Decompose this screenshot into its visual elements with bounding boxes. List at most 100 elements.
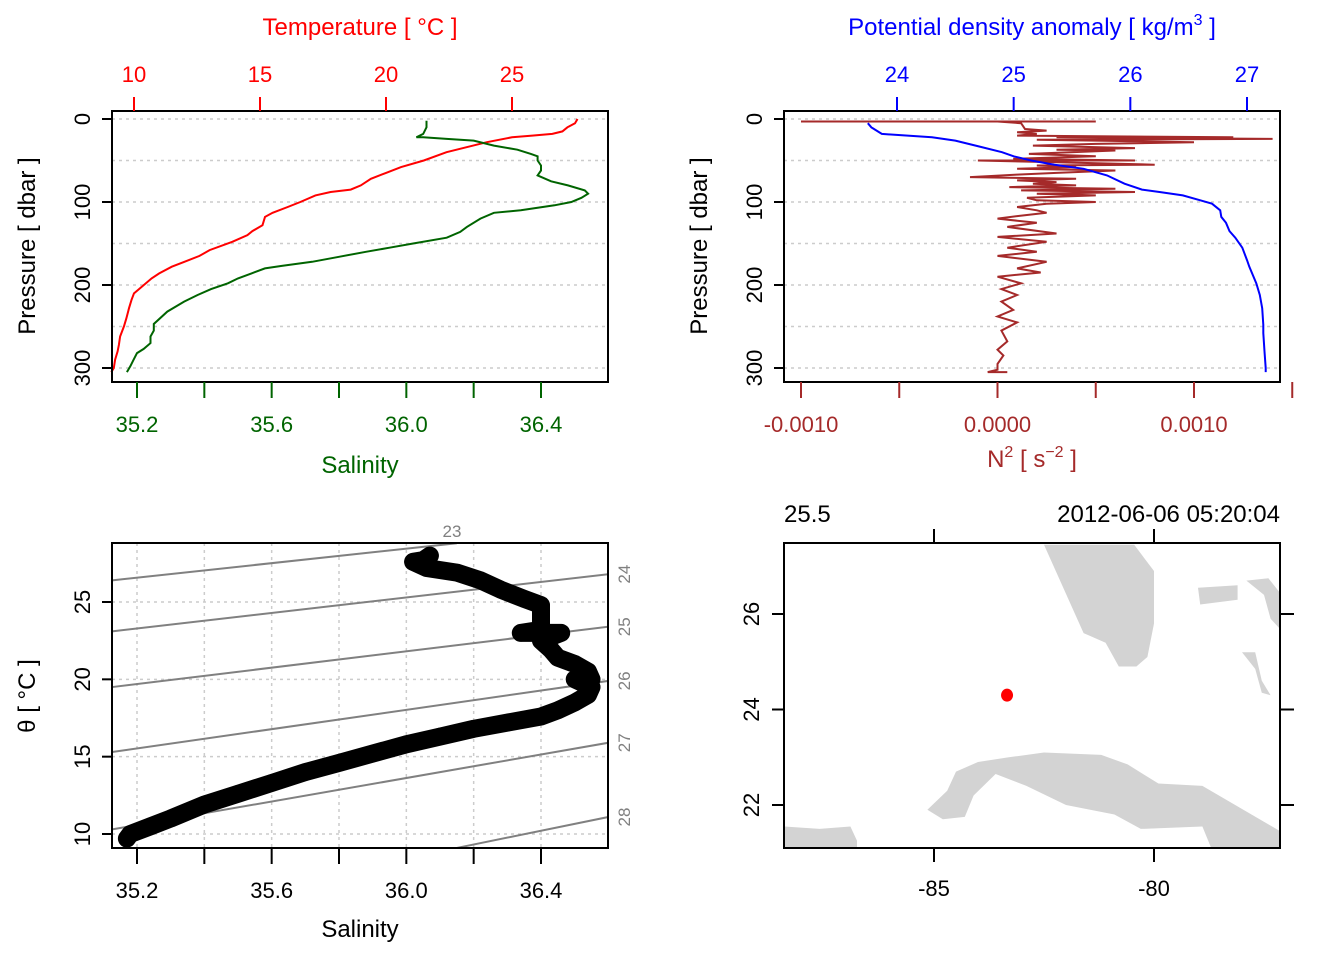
- ts-point: [363, 744, 382, 763]
- theta-tick-label: 20: [70, 667, 95, 691]
- plot-frame: [111, 110, 609, 383]
- salinity-tick-label: 36.0: [385, 878, 428, 903]
- salinity-axis-label: Salinity: [321, 452, 398, 479]
- ts-point: [229, 785, 247, 803]
- ts-point: [330, 754, 348, 772]
- ts-point: [498, 713, 517, 732]
- panel-temperature-salinity-profile: 0 100 200 300 10 15 20 25 35.2 35.6 36.0 36.4 Tem…: [14, 14, 609, 479]
- theta-axis-label: θ [ °C ]: [14, 659, 41, 733]
- density-tick-label: 26: [1118, 62, 1142, 87]
- ts-point: [532, 608, 550, 627]
- latitude-tick-label: 26: [739, 602, 764, 626]
- n2-tick-label: 0.0000: [964, 412, 1031, 437]
- y-tick-label: 100: [70, 184, 95, 221]
- ts-point: [552, 624, 570, 642]
- latitude-tick-label: 22: [739, 793, 764, 817]
- profile-series: [110, 118, 590, 373]
- theta-tick-label: 10: [70, 822, 95, 846]
- pressure-axis-label: Pressure [ dbar ]: [14, 157, 41, 334]
- ts-point: [262, 774, 281, 792]
- salinity-tick-label: 35.2: [116, 878, 159, 903]
- profile-series: [801, 120, 1273, 374]
- n2-label-unit: [ s: [1013, 446, 1045, 473]
- land-polygons: [784, 544, 1280, 848]
- pressure-axis: 0 100 200 300: [742, 113, 784, 386]
- ts-point: [464, 720, 483, 738]
- salinity-axis: 35.2 35.6 36.0 36.4: [116, 382, 562, 437]
- n2-label-end: ]: [1064, 446, 1077, 473]
- ts-point: [532, 707, 550, 726]
- theta-tick-label: 15: [70, 744, 95, 768]
- plot-frame: [783, 542, 1281, 849]
- density-label-end: ]: [1203, 14, 1216, 41]
- ts-point: [579, 686, 597, 704]
- ts-point: [118, 829, 136, 848]
- station-marker: [1001, 688, 1014, 702]
- isopycnal-label: 25: [615, 617, 634, 636]
- isopycnal-line: [112, 573, 608, 633]
- y-tick-label: 200: [742, 267, 767, 304]
- n2-axis: -0.0010 0.0000 0.0010: [764, 382, 1294, 437]
- salinity-tick-label: 35.2: [116, 412, 159, 437]
- ts-point: [417, 559, 436, 577]
- ts-point: [471, 571, 490, 590]
- station-depth-label: 25.5: [784, 501, 831, 528]
- ts-point: [296, 763, 315, 781]
- theta-axis: 10 15 20 25: [70, 590, 112, 846]
- ts-point: [161, 809, 180, 828]
- salinity-axis-label: Salinity: [321, 916, 398, 943]
- land-polygon: [1242, 652, 1271, 696]
- density-line: [867, 122, 1267, 373]
- pressure-gridlines: [112, 118, 608, 369]
- ts-point: [397, 735, 416, 754]
- ts-point: [141, 817, 160, 836]
- latitude-tick-label: 24: [739, 697, 764, 721]
- temperature-axis-label: Temperature [ °C ]: [263, 14, 458, 41]
- ts-point: [195, 795, 214, 814]
- longitude-tick-label: -80: [1138, 876, 1170, 901]
- y-tick-label: 200: [70, 267, 95, 304]
- plot-frame: [111, 542, 609, 849]
- salinity-tick-label: 35.6: [250, 878, 293, 903]
- density-tick-label: 25: [1001, 62, 1025, 87]
- pressure-axis-label: Pressure [ dbar ]: [686, 157, 713, 334]
- n2-tick-label: 0.0010: [1160, 412, 1227, 437]
- longitude-tick-label: -85: [918, 876, 950, 901]
- ts-point: [448, 563, 466, 582]
- station-marker-group: [1001, 688, 1014, 702]
- ts-point: [532, 621, 550, 639]
- station-time-label: 2012-06-06 05:20:04: [1057, 501, 1280, 528]
- ts-point: [121, 825, 140, 843]
- land-polygon: [927, 752, 1280, 848]
- y-tick-label: 0: [70, 113, 95, 125]
- y-tick-label: 300: [70, 350, 95, 387]
- n2-label-superscript: 2: [1004, 444, 1013, 461]
- n2-axis-label: N2 [ s−2 ]: [987, 444, 1077, 473]
- isopycnal-label: 27: [615, 733, 634, 752]
- density-tick-label: 24: [885, 62, 909, 87]
- ts-point: [549, 701, 567, 720]
- salinity-tick-label: 36.4: [520, 878, 563, 903]
- density-axis-label: Potential density anomaly [ kg/m3 ]: [848, 12, 1216, 41]
- isopycnal-label: 24: [615, 565, 634, 584]
- y-tick-label: 0: [742, 113, 767, 125]
- map-axes: -85 -80 22 24 26: [739, 529, 1294, 901]
- ts-point: [582, 678, 601, 696]
- n2-label-unit-superscript: −2: [1045, 444, 1063, 461]
- isopycnal-line: [456, 816, 608, 848]
- land-polygon: [1246, 578, 1280, 629]
- theta-tick-label: 25: [70, 590, 95, 614]
- ts-point: [491, 580, 510, 599]
- temperature-line: [110, 118, 579, 373]
- ts-gridlines: [112, 543, 608, 848]
- salinity-axis: 35.2 35.6 36.0 36.4: [116, 848, 563, 903]
- isopycnal-label: 28: [615, 808, 634, 827]
- panel-station-map: -85 -80 22 24 26 25.5 2012-06-06 05:20:04: [739, 501, 1294, 901]
- pressure-axis: 0 100 200 300: [70, 113, 112, 386]
- temperature-tick-label: 10: [122, 62, 146, 87]
- ts-trace: [117, 546, 601, 848]
- ts-point: [565, 693, 584, 712]
- land-polygon: [784, 826, 857, 848]
- n2-line: [801, 120, 1273, 374]
